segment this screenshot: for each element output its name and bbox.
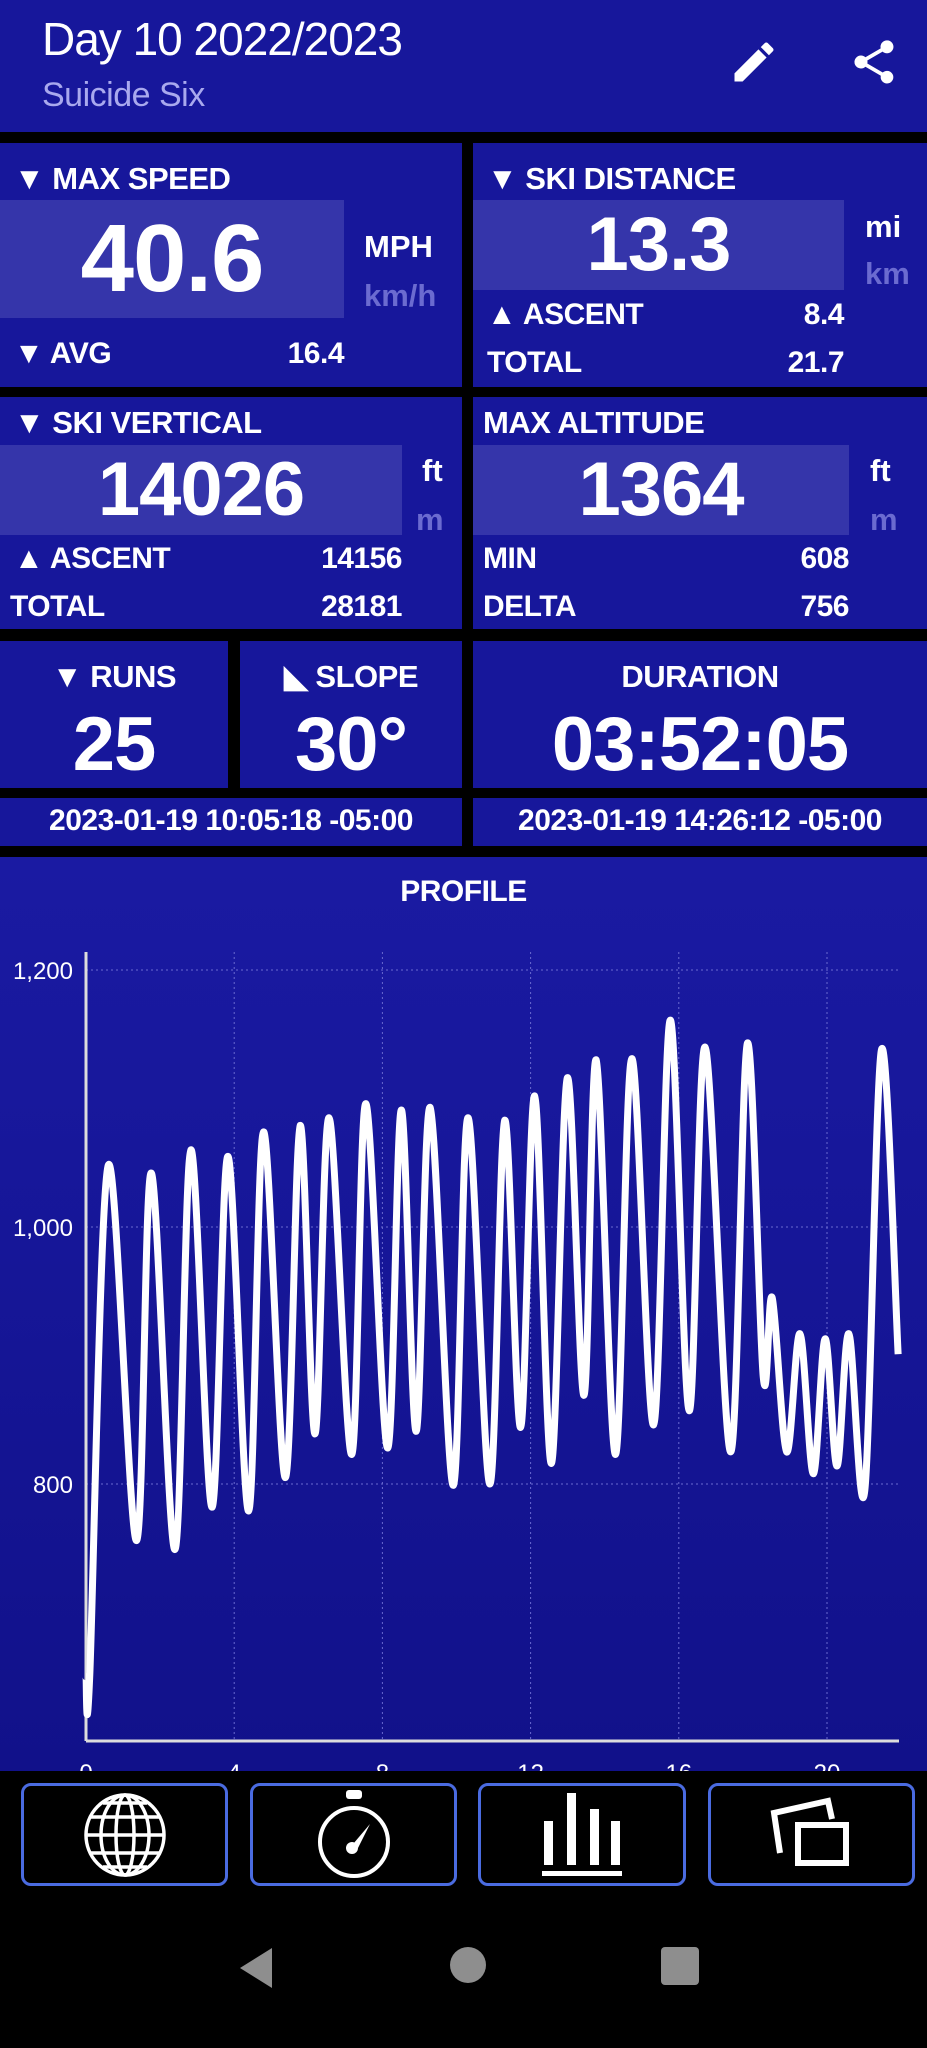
y-tick-label: 1,000 xyxy=(13,1215,73,1242)
end-time: 2023-01-19 14:26:12 -05:00 xyxy=(518,804,882,837)
delta-altitude-row: DELTA 756 xyxy=(483,590,849,624)
runs-value: 25 xyxy=(72,702,157,787)
page-title: Day 10 2022/2023 xyxy=(42,13,403,65)
ski-vertical-box: 14026 xyxy=(0,445,402,535)
total-value: 21.7 xyxy=(787,346,845,379)
distance-total-row: TOTAL 21.7 xyxy=(487,346,845,380)
unit-km[interactable]: km xyxy=(865,256,910,291)
max-altitude-value: 1364 xyxy=(578,447,744,532)
x-tick-label: 8 xyxy=(376,1760,389,1771)
unit-kmh[interactable]: km/h xyxy=(364,278,437,313)
share-icon[interactable] xyxy=(848,36,900,88)
ski-vertical-panel[interactable]: ▼ SKI VERTICAL 14026 ft m ▲ ASCENT 14156 … xyxy=(0,397,462,629)
ascent-label: ▲ ASCENT xyxy=(14,542,171,575)
charts-button[interactable] xyxy=(478,1783,686,1886)
min-altitude-row: MIN 608 xyxy=(483,542,849,576)
max-speed-panel[interactable]: ▼ MAX SPEED 40.6 MPH km/h ▼ AVG 16.4 xyxy=(0,143,462,387)
home-icon[interactable] xyxy=(449,1946,487,1984)
recents-icon[interactable] xyxy=(660,1946,700,1986)
unit-mph[interactable]: MPH xyxy=(364,229,433,264)
max-speed-value: 40.6 xyxy=(80,205,265,312)
total-label: TOTAL xyxy=(487,346,582,379)
pencil-icon[interactable] xyxy=(728,36,780,88)
x-tick-label: 12 xyxy=(517,1760,544,1771)
ascent-value: 14156 xyxy=(321,542,402,575)
header: Day 10 2022/2023 Suicide Six xyxy=(0,0,927,132)
y-tick-label: 800 xyxy=(33,1472,73,1499)
resort-name: Suicide Six xyxy=(42,76,205,114)
x-tick-label: 0 xyxy=(79,1760,92,1771)
stopwatch-icon xyxy=(317,1789,390,1878)
avg-label: ▼ AVG xyxy=(14,337,112,370)
min-value: 608 xyxy=(800,542,849,575)
total-value: 28181 xyxy=(321,590,402,623)
ascent-value: 8.4 xyxy=(803,298,845,331)
stats-button[interactable] xyxy=(250,1783,457,1886)
ski-distance-value: 13.3 xyxy=(586,202,732,287)
delta-value: 756 xyxy=(800,590,849,623)
photos-icon xyxy=(770,1796,849,1866)
total-label: TOTAL xyxy=(10,590,105,623)
bar-chart-icon xyxy=(542,1792,622,1876)
start-time-panel: 2023-01-19 10:05:18 -05:00 xyxy=(0,798,462,846)
max-altitude-panel[interactable]: MAX ALTITUDE 1364 ft m MIN 608 DELTA 756 xyxy=(473,397,927,629)
x-tick-label: 4 xyxy=(228,1760,241,1771)
slope-value: 30° xyxy=(295,702,408,787)
unit-ft[interactable]: ft xyxy=(870,453,891,488)
ski-vertical-value: 14026 xyxy=(97,447,305,532)
avg-value: 16.4 xyxy=(287,337,345,370)
profile-chart[interactable]: PROFILE 0 4 8 12 16 20 800 1,000 1,200 xyxy=(0,857,927,1771)
unit-m[interactable]: m xyxy=(870,502,898,537)
max-altitude-label: MAX ALTITUDE xyxy=(483,405,705,440)
x-tick-label: 20 xyxy=(814,1760,841,1771)
y-tick-label: 1,200 xyxy=(13,958,73,985)
unit-m[interactable]: m xyxy=(416,502,444,537)
altitude-profile-line xyxy=(82,1016,902,1718)
start-time: 2023-01-19 10:05:18 -05:00 xyxy=(49,804,413,837)
unit-ft[interactable]: ft xyxy=(422,453,443,488)
duration-panel[interactable]: DURATION 03:52:05 xyxy=(473,641,927,788)
vertical-total-row: TOTAL 28181 xyxy=(10,590,402,624)
avg-speed-row: ▼ AVG 16.4 xyxy=(14,337,345,371)
duration-label: DURATION xyxy=(621,659,779,694)
unit-mi[interactable]: mi xyxy=(865,209,902,244)
vertical-ascent-row: ▲ ASCENT 14156 xyxy=(14,542,402,576)
slope-panel[interactable]: ◣ SLOPE 30° xyxy=(240,641,462,788)
ski-distance-panel[interactable]: ▼ SKI DISTANCE 13.3 mi km ▲ ASCENT 8.4 TO… xyxy=(473,143,927,387)
ski-distance-box: 13.3 xyxy=(473,200,844,290)
profile-chart-svg: 0 4 8 12 16 20 800 1,000 1,200 xyxy=(13,952,902,1771)
distance-ascent-row: ▲ ASCENT 8.4 xyxy=(487,298,845,332)
delta-label: DELTA xyxy=(483,590,577,623)
end-time-panel: 2023-01-19 14:26:12 -05:00 xyxy=(473,798,927,846)
duration-value: 03:52:05 xyxy=(551,702,849,787)
ascent-label: ▲ ASCENT xyxy=(487,298,644,331)
slope-label: ◣ SLOPE xyxy=(283,659,419,694)
map-button[interactable] xyxy=(21,1783,228,1886)
ski-vertical-label: ▼ SKI VERTICAL xyxy=(14,405,262,440)
globe-icon xyxy=(83,1792,166,1877)
max-altitude-box: 1364 xyxy=(473,445,849,535)
max-speed-box: 40.6 xyxy=(0,200,344,318)
ski-distance-label: ▼ SKI DISTANCE xyxy=(487,161,736,196)
min-label: MIN xyxy=(483,542,537,575)
chart-title: PROFILE xyxy=(400,875,527,908)
max-speed-label: ▼ MAX SPEED xyxy=(14,161,231,196)
back-icon[interactable] xyxy=(236,1946,276,1990)
runs-panel[interactable]: ▼ RUNS 25 xyxy=(0,641,228,788)
runs-label: ▼ RUNS xyxy=(51,659,177,694)
photos-button[interactable] xyxy=(708,1783,915,1886)
x-tick-label: 16 xyxy=(665,1760,692,1771)
